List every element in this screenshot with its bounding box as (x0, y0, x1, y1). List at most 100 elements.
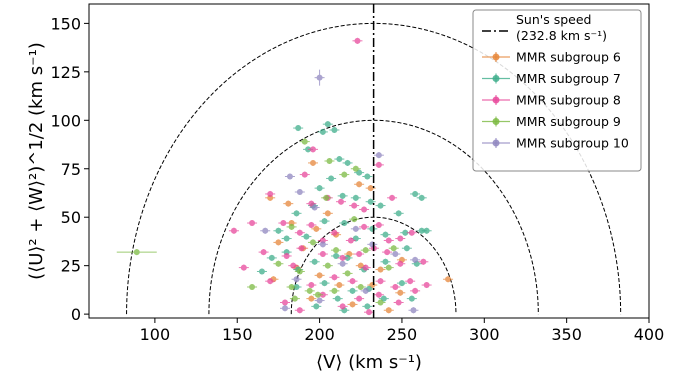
legend-entry-subgroup-8: MMR subgroup 8 (482, 93, 621, 108)
point-subgroup-9 (286, 223, 297, 230)
point-subgroup-8 (228, 227, 239, 234)
point-subgroup-8 (347, 278, 358, 285)
legend-box (472, 9, 642, 172)
point-subgroup-10 (314, 297, 325, 304)
y-axis-ticks: 0 25 50 75 100 125 150 (50, 14, 89, 324)
point-subgroup-8 (354, 251, 365, 258)
point-subgroup-9 (322, 262, 333, 269)
point-subgroup-9 (360, 247, 371, 254)
point-subgroup-9 (312, 291, 323, 298)
point-subgroup-9 (116, 249, 157, 256)
point-subgroup-8 (317, 251, 328, 258)
point-subgroup-8 (299, 171, 310, 178)
point-subgroup-8 (337, 254, 348, 261)
point-subgroup-10 (291, 276, 302, 283)
point-subgroup-8 (360, 264, 371, 271)
point-subgroup-9 (304, 287, 315, 294)
point-subgroup-7 (309, 258, 320, 265)
point-subgroup-7 (362, 303, 373, 310)
point-subgroup-7 (317, 128, 328, 135)
point-subgroup-7 (350, 194, 361, 201)
point-subgroup-7 (311, 303, 322, 310)
point-subgroup-9 (308, 239, 318, 246)
x-tick-label: 300 (469, 325, 500, 344)
point-subgroup-6 (354, 181, 365, 188)
point-subgroup-8 (373, 291, 384, 298)
legend-sun-speed-value: (232.8 km s⁻¹) (516, 28, 607, 43)
point-subgroup-8 (364, 309, 374, 316)
x-tick-label: 150 (222, 325, 253, 344)
point-subgroup-7 (319, 218, 330, 225)
point-subgroup-8 (359, 223, 370, 230)
point-subgroup-8 (337, 303, 348, 310)
legend-entry-subgroup-7: MMR subgroup 7 (482, 71, 621, 86)
legend-entry-label: MMR subgroup 7 (516, 71, 621, 86)
point-subgroup-7 (365, 198, 376, 205)
point-subgroup-9 (350, 165, 361, 172)
point-subgroup-8 (373, 161, 384, 168)
point-subgroup-8 (258, 249, 269, 256)
point-subgroup-10 (390, 251, 401, 258)
point-subgroup-7 (401, 245, 412, 252)
point-subgroup-7 (291, 210, 302, 217)
point-subgroup-9 (299, 138, 310, 145)
data-points (116, 37, 454, 316)
point-subgroup-6 (375, 266, 386, 273)
point-subgroup-8 (418, 258, 429, 265)
point-subgroup-7 (319, 280, 330, 287)
legend: Sun's speed (232.8 km s⁻¹) MMR subgroup … (472, 9, 642, 172)
point-subgroup-8 (296, 245, 307, 252)
point-subgroup-8 (359, 206, 370, 213)
point-subgroup-8 (406, 229, 417, 236)
point-subgroup-8 (395, 260, 406, 267)
point-subgroup-7 (293, 125, 304, 132)
point-subgroup-8 (387, 194, 398, 201)
legend-entry-label: MMR subgroup 9 (516, 114, 621, 129)
point-subgroup-8 (247, 220, 258, 227)
point-subgroup-10 (309, 204, 320, 211)
point-subgroup-9 (388, 245, 399, 252)
point-subgroup-7 (314, 185, 325, 192)
x-axis-label: ⟨V⟩ (km s⁻¹) (316, 352, 422, 373)
point-subgroup-10 (294, 189, 305, 196)
legend-entry-subgroup-6: MMR subgroup 6 (482, 50, 621, 65)
point-subgroup-8 (349, 202, 360, 209)
point-subgroup-7 (347, 287, 358, 294)
y-tick-label: 0 (71, 305, 81, 324)
point-subgroup-6 (395, 289, 406, 296)
speed-circle-100 (208, 119, 539, 315)
point-subgroup-8 (395, 235, 406, 242)
point-subgroup-10 (410, 256, 421, 263)
point-subgroup-8 (265, 278, 276, 285)
point-subgroup-6 (306, 295, 317, 302)
point-subgroup-7 (342, 159, 353, 166)
legend-series-entries: MMR subgroup 6 MMR subgroup 7 MMR subgroup… (482, 50, 629, 151)
point-subgroup-9 (375, 299, 386, 306)
point-subgroup-8 (306, 282, 317, 289)
point-subgroup-7 (362, 173, 373, 180)
point-subgroup-9 (331, 247, 342, 254)
y-tick-label: 100 (50, 111, 81, 130)
point-subgroup-8 (280, 299, 290, 306)
point-subgroup-8 (294, 307, 305, 314)
x-axis-ticks: 100 150 200 250 300 350 400 (140, 318, 664, 344)
point-subgroup-8 (329, 274, 340, 281)
point-subgroup-6 (314, 272, 325, 279)
y-axis-label: (⟨U⟩² + ⟨W⟩²)^1/2 (km s⁻¹) (26, 42, 47, 280)
legend-sun-speed-label: Sun's speed (516, 12, 591, 27)
point-subgroup-10 (317, 241, 328, 248)
point-subgroup-8 (352, 37, 363, 44)
point-subgroup-7 (326, 175, 337, 182)
y-tick-label: 75 (61, 160, 81, 179)
point-subgroup-7 (266, 254, 277, 261)
point-subgroup-7 (337, 192, 348, 199)
point-subgroup-9 (383, 264, 394, 271)
point-subgroup-7 (331, 252, 342, 259)
point-subgroup-7 (375, 202, 386, 209)
legend-entry-label: MMR subgroup 8 (516, 93, 621, 108)
point-subgroup-7 (273, 227, 284, 234)
point-subgroup-10 (408, 307, 419, 314)
point-subgroup-8 (373, 221, 384, 228)
point-subgroup-10 (284, 173, 295, 180)
